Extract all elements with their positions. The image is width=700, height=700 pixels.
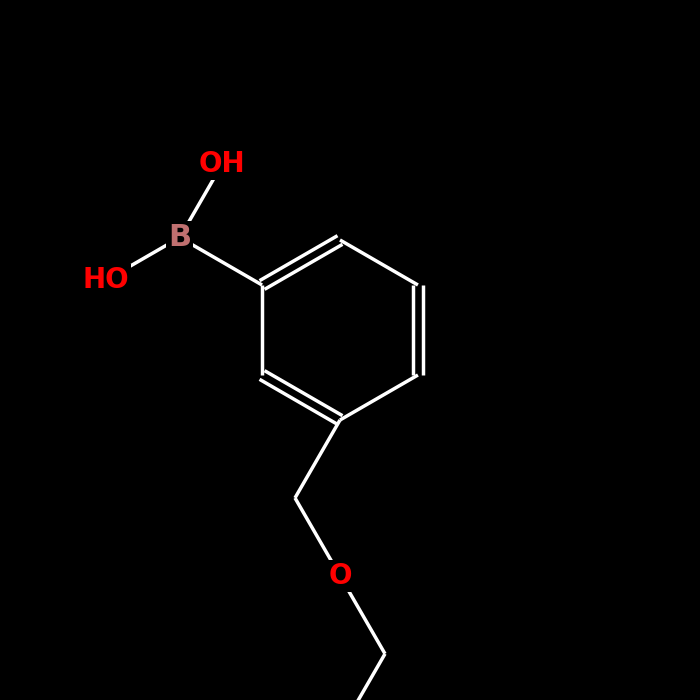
Text: OH: OH [199,150,246,178]
Text: O: O [328,562,351,590]
Text: B: B [168,223,191,252]
Text: HO: HO [83,266,130,294]
